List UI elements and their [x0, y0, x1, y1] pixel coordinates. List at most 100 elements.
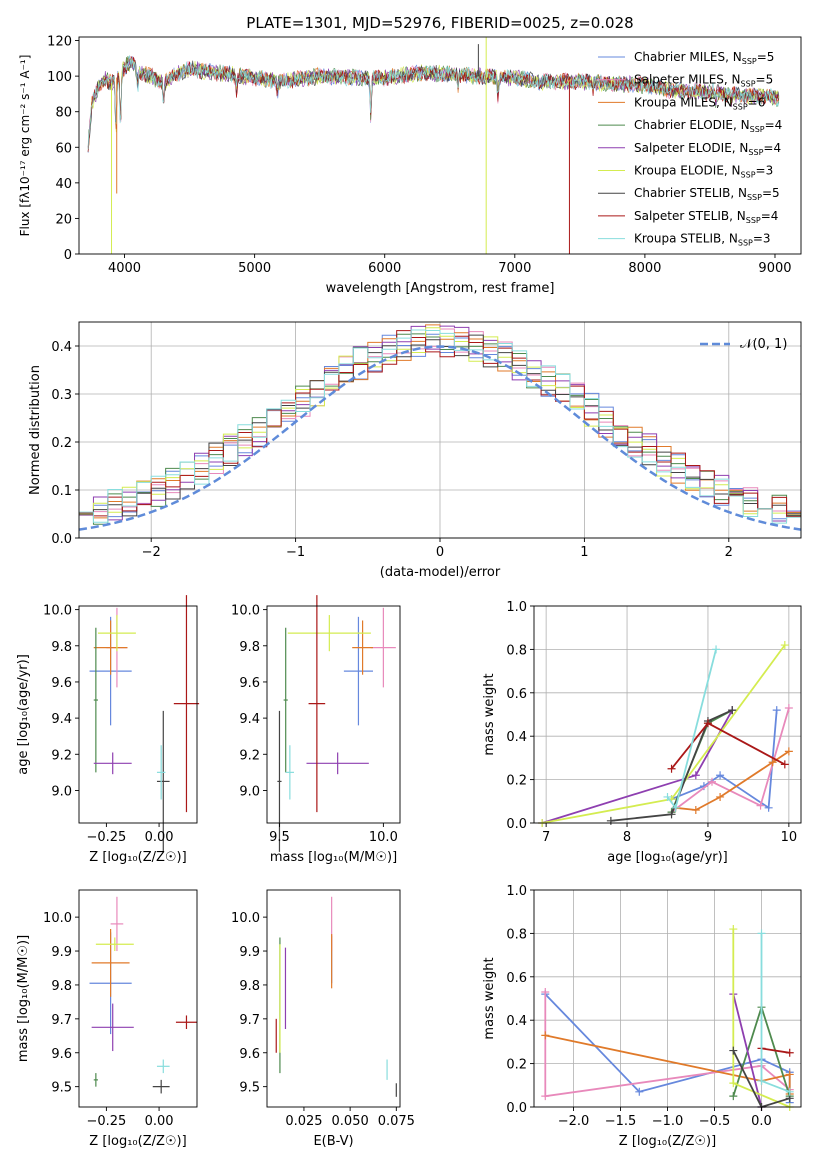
age-vs-mass-y-tick-label: 10.0	[231, 604, 260, 619]
legend-label-main: Salpeter STELIB, N	[634, 209, 746, 223]
weight-vs-age-marker-4	[691, 771, 700, 780]
weight-vs-age-marker-6	[728, 706, 737, 715]
weight-vs-Z-y-tick-label: 0.0	[506, 1101, 527, 1116]
weight-vs-Z-marker-8	[785, 1087, 794, 1096]
weight-vs-age-marker-0	[772, 706, 781, 715]
spectrum-line-8	[87, 55, 780, 150]
weight-vs-age-marker-1	[784, 703, 793, 712]
mass-vs-Z-y-tick-label: 9.8	[51, 979, 72, 994]
weight-vs-age-line-7	[670, 722, 786, 770]
weight-vs-age-marker-2	[691, 805, 700, 814]
legend-label-7: Salpeter STELIB, NSSP=4	[634, 209, 778, 225]
weight-vs-age-line-6	[610, 709, 733, 822]
residuals-y-tick-label: 0.1	[51, 484, 72, 499]
legend-label-sub: SSP	[750, 125, 765, 134]
mass-vs-Z-x-tick-label: 0.00	[145, 1114, 174, 1129]
data-layer	[78, 37, 802, 1111]
weight-vs-Z-y-tick-label: 1.0	[506, 884, 527, 899]
weight-vs-Z-x-tick-label: −1.0	[652, 1114, 684, 1129]
weight-vs-age-y-axis-label: mass weight	[482, 673, 497, 755]
weight-vs-Z-marker-1	[541, 1092, 550, 1101]
legend-label-sub: SSP	[748, 148, 763, 157]
age-vs-Z-y-tick-label: 9.4	[51, 712, 72, 727]
age-vs-mass-y-tick-label: 9.2	[239, 748, 260, 763]
mass-vs-EBV-axes-frame	[266, 889, 401, 1108]
weight-vs-age-y-tick-label: 0.0	[506, 817, 527, 832]
weight-vs-age-marker-6	[606, 816, 615, 825]
legend-label-5: Kroupa ELODIE, NSSP=3	[634, 164, 773, 180]
spectrum-x-tick-label: 7000	[498, 261, 531, 276]
legend-label-sub: SSP	[747, 193, 762, 202]
weight-vs-age-marker-2	[716, 792, 725, 801]
weight-vs-age-line-5	[541, 644, 786, 824]
weight-vs-Z-x-axis-label: Z [log₁₀(Z/Z☉)]	[619, 1134, 716, 1149]
residuals-x-axis-label: (data-model)/error	[380, 565, 501, 580]
weight-vs-Z-y-tick-label: 0.8	[506, 927, 527, 942]
legend-label-3: Chabrier ELODIE, NSSP=4	[634, 118, 782, 134]
residuals-x-tick-label: 1	[580, 545, 588, 560]
age-vs-Z-y-tick-label: 10.0	[43, 604, 72, 619]
legend-label-main: Salpeter MILES, N	[634, 73, 741, 87]
mass-vs-EBV-y-tick-label: 9.7	[239, 1013, 260, 1028]
residuals-x-tick-label: −2	[142, 545, 161, 560]
legend-label-tail: =5	[756, 73, 774, 87]
legend-label-0: Chabrier MILES, NSSP=5	[634, 50, 774, 66]
spectrum-x-tick-label: 5000	[238, 261, 271, 276]
weight-vs-Z-y-tick-label: 0.2	[506, 1058, 527, 1073]
legend-label-tail: =6	[748, 95, 766, 109]
age-vs-mass-y-tick-label: 9.0	[239, 784, 260, 799]
legend-label-tail: =4	[763, 141, 781, 155]
age-vs-Z-y-tick-label: 9.2	[51, 748, 72, 763]
weight-vs-age-x-tick-label: 10	[781, 830, 798, 845]
normal-legend-label: 𝒩(0, 1)	[740, 337, 787, 352]
legend-label-tail: =4	[761, 209, 779, 223]
spectrum-y-axis-label: Flux [fλ10⁻¹⁷ erg cm⁻² s⁻¹ A⁻¹]	[18, 55, 32, 237]
weight-vs-Z-marker-0	[635, 1087, 644, 1096]
text-layer: 4000 5000 6000 7000 8000 9000020406080100120w…	[16, 14, 797, 1149]
weight-vs-Z-y-axis-label: mass weight	[482, 957, 497, 1039]
weight-vs-Z-marker-7	[785, 1048, 794, 1057]
legend-label-tail: =3	[756, 164, 774, 178]
legend-label-main: Kroupa ELODIE, N	[634, 164, 741, 178]
age-vs-Z-y-tick-label: 9.6	[51, 676, 72, 691]
spectrum-y-tick-label: 40	[55, 177, 72, 192]
weight-vs-Z-marker-2	[541, 1031, 550, 1040]
spectrum-y-tick-label: 80	[55, 106, 72, 121]
weight-vs-Z-x-tick-label: −0.5	[699, 1114, 731, 1129]
weight-vs-age-marker-0	[764, 803, 773, 812]
age-vs-mass-y-tick-label: 9.6	[239, 676, 260, 691]
weight-vs-age-y-tick-label: 0.8	[506, 643, 527, 658]
spectrum-y-tick-label: 100	[47, 70, 72, 85]
residuals-y-tick-label: 0.0	[51, 532, 72, 547]
residuals-x-tick-label: −1	[286, 545, 305, 560]
mass-vs-EBV-x-tick-label: 0.025	[285, 1114, 322, 1129]
weight-vs-Z-line-8	[760, 933, 791, 1093]
spectrum-x-axis-label: wavelength [Angstrom, rest frame]	[326, 281, 555, 296]
weight-vs-Z-marker-1	[541, 987, 550, 996]
weight-vs-age-marker-1	[708, 777, 716, 786]
weight-vs-Z-x-tick-label: −1.5	[605, 1114, 637, 1129]
mass-vs-Z-y-tick-label: 9.5	[51, 1081, 72, 1096]
residuals-y-tick-label: 0.2	[51, 436, 72, 451]
weight-vs-age-x-tick-label: 9	[704, 830, 712, 845]
spectrum-x-tick-label: 6000	[368, 261, 401, 276]
age-vs-mass-x-axis-label: mass [log₁₀(M/M☉)]	[270, 850, 397, 865]
age-vs-Z-y-tick-label: 9.8	[51, 640, 72, 655]
age-vs-mass-x-tick-label: 10.0	[369, 830, 398, 845]
weight-vs-Z-line-2	[545, 1034, 791, 1094]
mass-vs-EBV-y-tick-label: 9.9	[239, 945, 260, 960]
grid-layer	[79, 322, 801, 1108]
age-vs-mass-y-tick-label: 9.8	[239, 640, 260, 655]
age-vs-Z-x-tick-label: 0.00	[145, 830, 174, 845]
mass-vs-EBV-y-tick-label: 9.6	[239, 1047, 260, 1062]
legend-label-6: Chabrier STELIB, NSSP=5	[634, 186, 780, 202]
mass-vs-EBV-x-tick-label: 0.050	[332, 1114, 369, 1129]
weight-vs-age-line-1	[670, 707, 790, 813]
legend-label-1: Salpeter MILES, NSSP=5	[634, 73, 773, 89]
spectrum-axes-frame	[78, 36, 802, 255]
age-vs-Z-y-axis-label: age [log₁₀(age/yr)]	[16, 654, 31, 775]
age-vs-Z-axes-frame	[78, 605, 198, 824]
residual-histogram-8	[79, 329, 801, 538]
legend-label-sub: SSP	[738, 239, 753, 248]
legend-label-main: Chabrier MILES, N	[634, 50, 742, 64]
